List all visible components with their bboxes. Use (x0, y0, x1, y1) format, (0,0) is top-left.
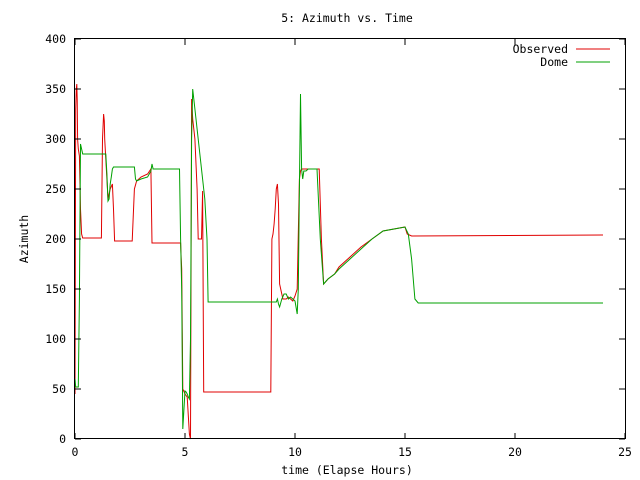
y-tick-label: 400 (45, 32, 66, 46)
x-tick-label: 5 (182, 445, 189, 459)
plot-frame (74, 38, 626, 439)
legend-label-dome: Dome (540, 55, 568, 69)
y-tick-label: 100 (45, 332, 66, 346)
y-axis-label: Azimuth (17, 215, 31, 263)
y-tick-label: 300 (45, 132, 66, 146)
y-tick-label: 150 (45, 282, 66, 296)
x-tick-label: 15 (398, 445, 412, 459)
series-line-dome (74, 88, 603, 430)
y-tick-label: 200 (45, 232, 66, 246)
y-tick-label: 0 (59, 432, 66, 446)
legend-label-observed: Observed (513, 42, 568, 56)
x-tick-label: 25 (618, 445, 632, 459)
chart-title: 5: Azimuth vs. Time (281, 11, 413, 25)
y-tick-label: 50 (52, 382, 66, 396)
x-tick-label: 0 (72, 445, 79, 459)
y-tick-label: 250 (45, 182, 66, 196)
y-tick-label: 350 (45, 82, 66, 96)
series-layer (74, 83, 604, 440)
x-tick-label: 20 (508, 445, 522, 459)
x-tick-label: 10 (288, 445, 302, 459)
x-axis-label: time (Elapse Hours) (281, 463, 413, 477)
